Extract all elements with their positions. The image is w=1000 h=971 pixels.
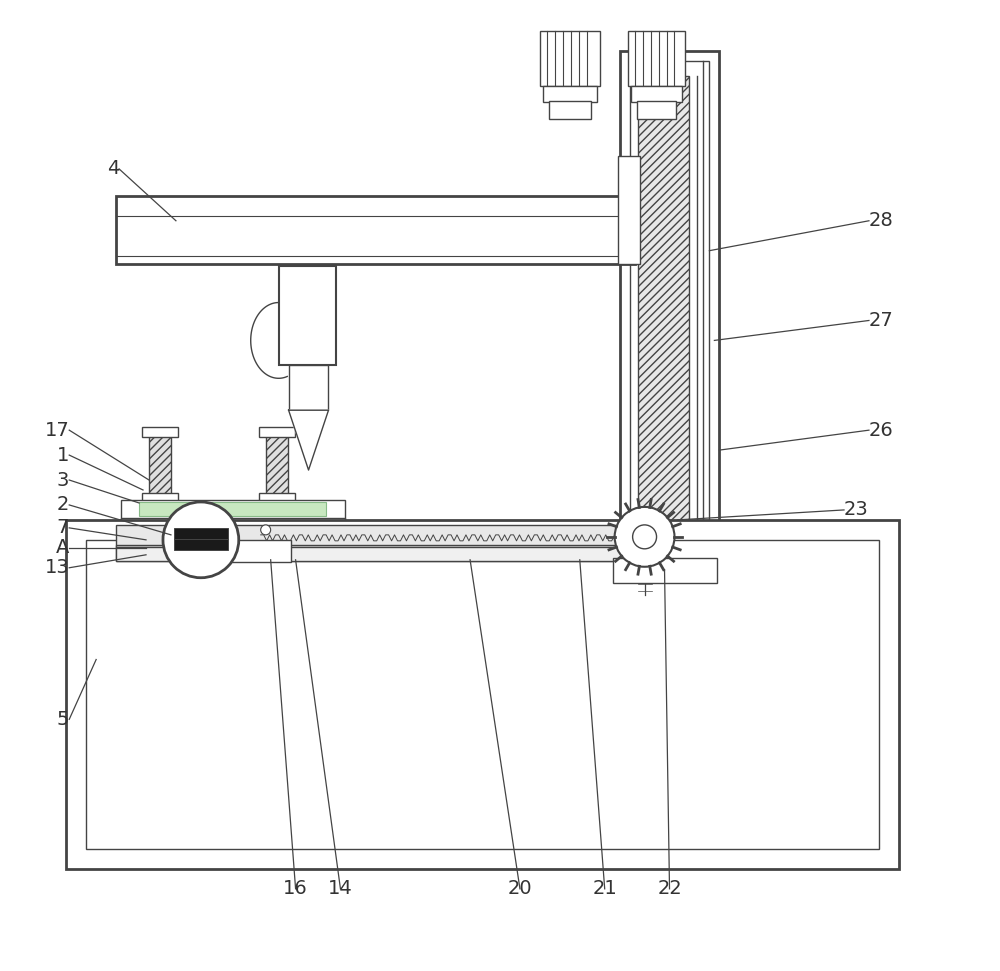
Bar <box>169 523 233 552</box>
Bar <box>121 518 345 530</box>
Bar <box>66 519 899 869</box>
Bar <box>540 31 600 86</box>
Bar <box>174 539 228 550</box>
Bar <box>289 365 328 410</box>
Text: 4: 4 <box>107 159 119 179</box>
Text: 14: 14 <box>328 880 353 898</box>
Circle shape <box>261 525 271 535</box>
Bar <box>142 427 178 437</box>
Text: 5: 5 <box>57 710 69 729</box>
Bar <box>259 493 295 503</box>
Bar <box>116 525 650 547</box>
Bar <box>142 493 178 503</box>
Text: 23: 23 <box>844 500 869 519</box>
Bar <box>631 86 682 102</box>
Bar <box>259 427 295 437</box>
Text: 22: 22 <box>657 880 682 898</box>
Text: 1: 1 <box>57 446 69 464</box>
Text: 21: 21 <box>592 880 617 898</box>
Polygon shape <box>289 410 328 470</box>
Bar <box>620 51 719 669</box>
Circle shape <box>633 525 657 549</box>
Text: 7: 7 <box>57 519 69 537</box>
Bar <box>116 547 650 561</box>
Text: 17: 17 <box>44 420 69 440</box>
Text: 28: 28 <box>869 212 894 230</box>
Bar <box>149 430 171 495</box>
Text: 3: 3 <box>57 471 69 489</box>
Bar <box>116 196 635 264</box>
Bar <box>266 430 288 495</box>
Text: 26: 26 <box>869 420 894 440</box>
Bar <box>279 266 336 365</box>
Bar <box>613 557 717 583</box>
Bar <box>628 31 685 86</box>
Bar <box>174 528 228 539</box>
Text: 20: 20 <box>508 880 532 898</box>
Bar <box>618 156 640 264</box>
Text: A: A <box>56 538 69 557</box>
Text: 2: 2 <box>57 495 69 515</box>
Circle shape <box>163 502 239 578</box>
Circle shape <box>615 507 674 567</box>
Text: 13: 13 <box>44 558 69 578</box>
Bar <box>116 545 650 561</box>
Bar <box>86 540 879 849</box>
Bar <box>121 500 345 519</box>
Text: 16: 16 <box>283 880 308 898</box>
Bar <box>638 76 689 565</box>
Bar <box>139 502 326 516</box>
Bar <box>549 101 591 119</box>
Bar <box>211 540 291 562</box>
Bar <box>637 101 676 119</box>
Bar <box>630 61 709 659</box>
Text: 27: 27 <box>869 311 894 330</box>
Bar <box>543 86 597 102</box>
